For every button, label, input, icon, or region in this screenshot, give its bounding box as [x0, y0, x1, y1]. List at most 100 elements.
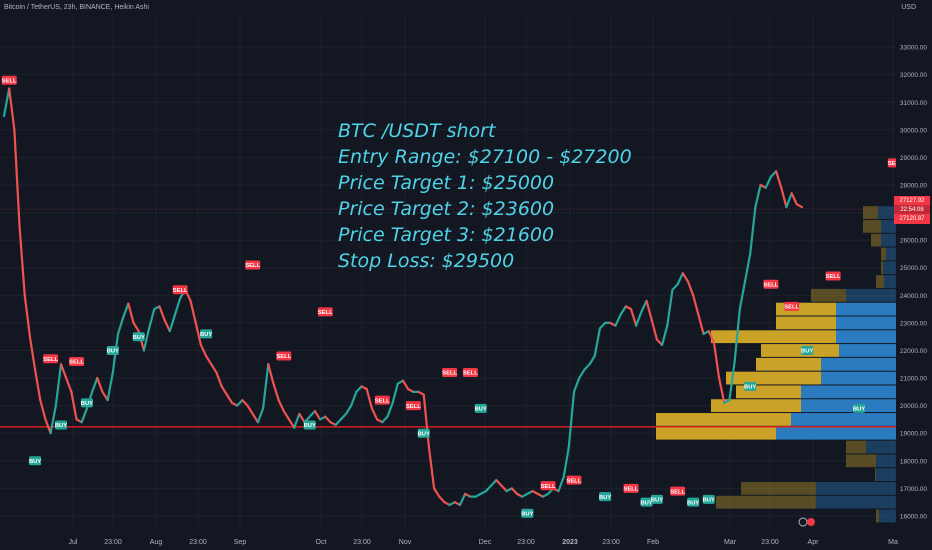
volume-bar-down — [741, 481, 816, 495]
marker-label: SELL — [276, 354, 291, 360]
price-segment — [298, 412, 306, 424]
price-segment — [344, 404, 353, 416]
axis-background — [896, 0, 932, 550]
volume-bar-up — [846, 288, 896, 302]
volume-bar-up — [881, 233, 896, 247]
price-segment — [588, 354, 596, 366]
marker-label: BUY — [200, 332, 212, 338]
x-tick-label: Ma — [888, 539, 898, 546]
price-segment — [707, 330, 716, 344]
price-segment — [241, 399, 249, 407]
volume-bar-up — [801, 385, 896, 399]
volume-bar-up — [866, 440, 896, 454]
price-segment — [122, 302, 130, 319]
buy-marker — [55, 420, 67, 430]
price-segment — [489, 479, 498, 487]
marker-label: BUY — [853, 407, 865, 413]
price-segment — [666, 288, 674, 327]
price-segment — [287, 418, 296, 429]
price-segment — [619, 305, 627, 316]
volume-bar-up — [816, 481, 896, 495]
price-segment — [562, 445, 570, 479]
price-segment — [127, 302, 135, 325]
volume-bar-down — [711, 330, 836, 344]
sell-marker — [442, 368, 458, 378]
volume-bar-up — [878, 206, 896, 219]
price-segment — [101, 390, 109, 402]
price-segment — [438, 495, 446, 504]
price-segment — [365, 387, 374, 410]
volume-profile — [656, 206, 896, 523]
volume-bar-up — [876, 454, 896, 468]
price-axis[interactable]: 33000.00 32000.00 31000.00 30000.00 29000.00… — [896, 0, 932, 550]
x-tick-label: 23:00 — [189, 539, 207, 546]
horizontal-lines — [0, 208, 896, 428]
price-segment — [458, 492, 467, 507]
price-segment — [712, 341, 721, 380]
price-segment — [18, 225, 26, 297]
marker-label: BUY — [703, 498, 715, 504]
volume-bar-down — [876, 509, 879, 523]
volume-bar-down — [863, 206, 878, 219]
x-tick-label: 23:00 — [761, 539, 779, 546]
sell-marker — [763, 279, 779, 289]
marker-label: SELL — [567, 478, 582, 484]
price-segment — [277, 399, 285, 413]
price-segment — [785, 192, 793, 209]
countdown-tag: 22:54:08 — [894, 205, 930, 215]
volume-bar-up — [816, 495, 896, 509]
price-segment — [163, 319, 171, 333]
price-segment — [324, 415, 332, 424]
price-segment — [204, 354, 213, 366]
marker-label: BUY — [521, 511, 533, 517]
price-segment — [168, 313, 177, 333]
volume-bar-down — [876, 275, 884, 288]
x-tick-label: Dec — [479, 539, 492, 546]
volume-bar-down — [776, 316, 836, 330]
price-segment — [59, 363, 68, 380]
price-segment — [106, 371, 114, 402]
price-segment — [23, 294, 32, 338]
marker-label: BUY — [304, 423, 316, 429]
volume-bar-down — [811, 288, 846, 302]
volume-bar-down — [846, 454, 876, 468]
volume-bar-down — [846, 440, 866, 454]
sell-marker — [172, 285, 188, 295]
price-segment — [246, 404, 254, 416]
buy-marker — [132, 332, 145, 342]
buy-marker — [106, 345, 119, 355]
marker-label: SELL — [2, 78, 17, 84]
marker-label: SELL — [463, 371, 478, 377]
lock-icon[interactable] — [798, 517, 816, 527]
price-segment — [142, 327, 151, 352]
price-segment — [774, 170, 783, 189]
volume-bar-down — [656, 413, 791, 426]
marker-label: SELL — [245, 263, 260, 269]
volume-bar-up — [791, 413, 896, 426]
volume-bar-up — [801, 399, 896, 413]
buy-marker — [303, 420, 316, 430]
price-series — [2, 87, 804, 507]
sell-marker — [43, 354, 59, 364]
volume-bar-down — [863, 219, 881, 233]
price-segment — [334, 418, 342, 427]
marker-label: SELL — [784, 305, 799, 311]
x-tick-label: 23:00 — [104, 539, 122, 546]
annotation-line: Stop Loss: $29500 — [338, 250, 515, 272]
price-segment — [96, 376, 104, 393]
marker-label: SELL — [541, 484, 556, 490]
sell-marker — [69, 357, 85, 367]
volume-bar-up — [776, 426, 896, 440]
price-segment — [635, 310, 643, 327]
marker-label: SELL — [624, 487, 639, 493]
time-axis[interactable]: Jul 23:00 Aug 23:00 Sep Oct 23:00 Nov Dec 23:00 20… — [0, 531, 898, 550]
price-segment — [790, 192, 798, 206]
marker-label: SELL — [318, 310, 333, 316]
price-segment — [132, 321, 140, 333]
sell-marker — [825, 271, 841, 281]
price-segment — [220, 385, 228, 396]
price-segment — [261, 363, 270, 410]
secondary-price-tag: 27120.87 — [894, 214, 930, 224]
marker-label: SELL — [406, 404, 421, 410]
